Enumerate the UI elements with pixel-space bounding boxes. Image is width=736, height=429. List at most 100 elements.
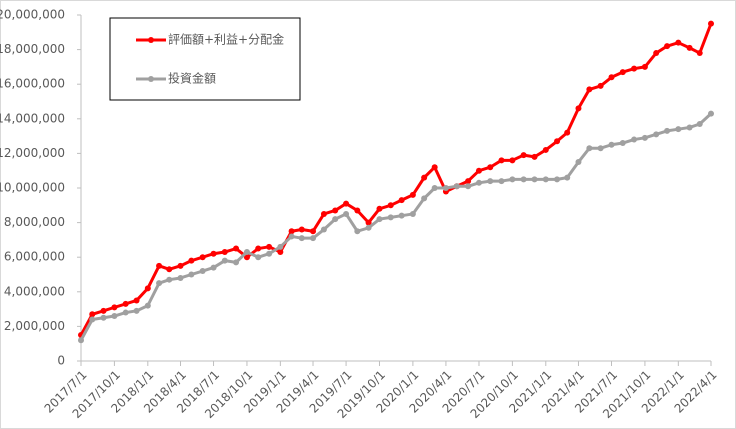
point — [199, 268, 206, 275]
point — [542, 146, 549, 153]
series-line — [79, 23, 713, 336]
point — [641, 134, 648, 141]
point — [542, 176, 549, 183]
point — [696, 50, 703, 57]
point — [564, 174, 571, 181]
point — [631, 65, 638, 72]
point — [664, 127, 671, 134]
point — [177, 262, 184, 269]
point — [531, 176, 538, 183]
point — [586, 86, 593, 93]
point — [288, 228, 295, 235]
point — [675, 126, 682, 133]
point — [409, 210, 416, 217]
point — [144, 302, 151, 309]
point — [255, 254, 262, 261]
point — [675, 39, 682, 46]
point — [100, 307, 107, 314]
y-tick-label: 8,000,000 — [4, 215, 65, 229]
point — [89, 316, 96, 323]
point — [498, 157, 505, 164]
point — [166, 266, 173, 273]
point — [188, 257, 195, 264]
point — [387, 202, 394, 209]
point — [354, 228, 361, 235]
point — [531, 153, 538, 160]
point — [431, 185, 438, 191]
point — [133, 297, 140, 304]
point — [376, 205, 383, 212]
point — [298, 226, 305, 233]
point — [465, 178, 472, 185]
point — [122, 300, 129, 307]
point — [156, 280, 163, 287]
point — [288, 233, 295, 240]
point — [554, 176, 561, 183]
point — [421, 195, 428, 202]
point — [608, 74, 615, 81]
point — [111, 313, 118, 320]
point — [156, 262, 163, 269]
point — [696, 120, 703, 127]
point — [509, 176, 516, 183]
point — [564, 129, 571, 136]
point — [641, 63, 648, 70]
point — [354, 207, 361, 214]
y-tick-label: 6,000,000 — [4, 250, 65, 264]
point — [619, 140, 626, 147]
legend-label: 投資金額 — [168, 71, 216, 86]
point — [686, 44, 693, 51]
y-tick-label: 14,000,000 — [0, 111, 65, 125]
point — [431, 164, 438, 171]
point — [177, 274, 184, 281]
point — [243, 254, 250, 261]
point — [255, 245, 262, 252]
point — [221, 249, 228, 256]
point — [653, 50, 660, 57]
point — [575, 159, 582, 166]
y-tick-label: 4,000,000 — [4, 284, 65, 298]
point — [233, 259, 240, 266]
legend-box — [109, 17, 301, 101]
point — [210, 264, 217, 271]
point — [619, 69, 626, 76]
point — [653, 131, 660, 138]
point — [266, 243, 273, 250]
point — [343, 210, 350, 217]
point — [320, 210, 327, 217]
point — [487, 178, 494, 185]
point — [509, 157, 516, 164]
point — [465, 183, 472, 190]
legend-label: 評価額+利益+分配金 — [168, 32, 284, 47]
legend-marker — [148, 76, 154, 82]
point — [188, 271, 195, 278]
point — [233, 245, 240, 252]
point — [631, 136, 638, 143]
y-tick-label: 2,000,000 — [4, 319, 65, 333]
point — [597, 82, 604, 89]
point — [554, 138, 561, 145]
point — [664, 43, 671, 50]
point — [100, 314, 107, 321]
point — [475, 167, 482, 174]
y-tick-label: 10,000,000 — [0, 181, 65, 195]
point — [520, 176, 527, 183]
y-tick-label: 16,000,000 — [0, 77, 65, 91]
point — [89, 311, 96, 318]
point — [243, 249, 250, 256]
point — [210, 250, 217, 257]
point — [597, 145, 604, 152]
point — [421, 174, 428, 181]
legend-marker — [148, 37, 154, 43]
point — [708, 110, 714, 117]
point — [277, 243, 284, 250]
point — [277, 249, 284, 256]
point — [78, 337, 84, 344]
point — [133, 307, 140, 314]
series-line — [79, 112, 713, 341]
point — [398, 197, 405, 204]
y-tick-label: 12,000,000 — [0, 146, 65, 160]
point — [475, 179, 482, 186]
point — [387, 214, 394, 221]
